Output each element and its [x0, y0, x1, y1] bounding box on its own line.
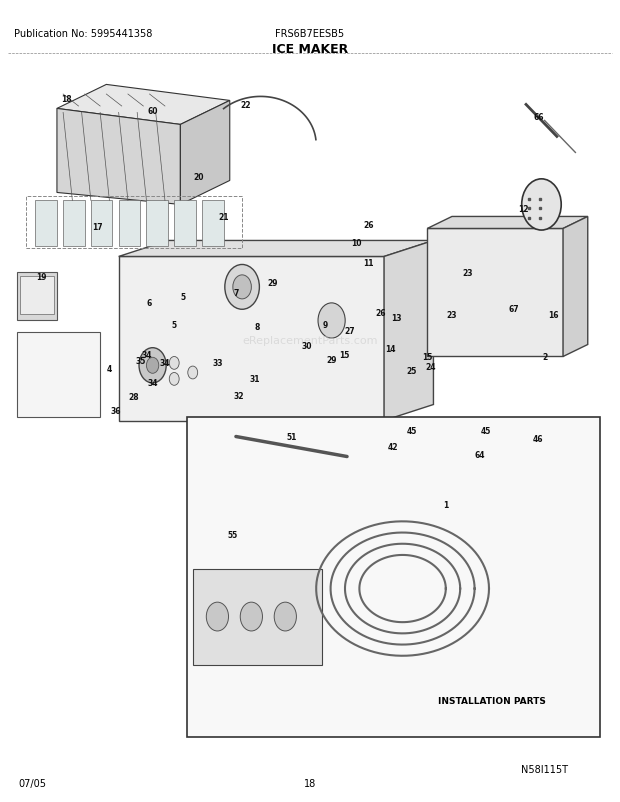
Text: 24: 24	[425, 363, 436, 371]
Text: 32: 32	[234, 391, 244, 401]
Text: 28: 28	[129, 392, 140, 402]
Circle shape	[169, 373, 179, 386]
Bar	[35, 200, 57, 247]
Text: 45: 45	[480, 426, 491, 435]
Polygon shape	[17, 273, 57, 321]
Circle shape	[274, 602, 296, 631]
Polygon shape	[180, 101, 230, 205]
Polygon shape	[20, 277, 54, 314]
Bar	[118, 200, 140, 247]
Text: 26: 26	[363, 221, 374, 229]
Text: 1: 1	[443, 500, 448, 509]
Text: 26: 26	[376, 309, 386, 318]
Text: Publication No: 5995441358: Publication No: 5995441358	[14, 30, 152, 39]
Text: 64: 64	[474, 451, 485, 460]
Text: N58I115T: N58I115T	[521, 764, 568, 774]
Text: 35: 35	[135, 357, 146, 366]
Text: 29: 29	[326, 356, 337, 365]
Text: 33: 33	[212, 358, 223, 367]
Text: 36: 36	[110, 406, 121, 415]
Text: 7: 7	[233, 289, 239, 298]
Text: 60: 60	[148, 107, 158, 116]
Text: 34: 34	[148, 379, 158, 388]
Text: 23: 23	[462, 269, 472, 277]
Text: 15: 15	[422, 353, 433, 362]
Text: 9: 9	[323, 321, 328, 330]
Text: 10: 10	[351, 238, 361, 247]
Polygon shape	[118, 257, 384, 421]
Polygon shape	[57, 85, 230, 125]
Bar	[202, 200, 224, 247]
Text: eReplacementParts.com: eReplacementParts.com	[242, 336, 378, 346]
Text: 13: 13	[391, 314, 402, 322]
Text: 42: 42	[388, 443, 399, 452]
Text: INSTALLATION PARTS: INSTALLATION PARTS	[438, 696, 546, 705]
Text: 27: 27	[345, 326, 355, 335]
Polygon shape	[563, 217, 588, 357]
Text: 20: 20	[193, 172, 204, 182]
Text: 11: 11	[363, 259, 374, 268]
Text: 51: 51	[286, 432, 297, 441]
Text: 18: 18	[61, 95, 71, 103]
Text: 66: 66	[533, 113, 544, 122]
Text: FRS6B7EESB5: FRS6B7EESB5	[275, 30, 345, 39]
Text: 31: 31	[249, 375, 260, 384]
Text: 25: 25	[407, 367, 417, 376]
Text: 46: 46	[533, 435, 544, 444]
Text: 6: 6	[147, 299, 152, 308]
Text: 15: 15	[339, 350, 349, 359]
Bar	[174, 200, 196, 247]
Circle shape	[139, 348, 166, 383]
Text: 55: 55	[228, 531, 238, 540]
Text: 45: 45	[407, 426, 417, 435]
Text: 21: 21	[218, 213, 229, 221]
Text: 07/05: 07/05	[18, 778, 46, 788]
Bar	[187, 417, 600, 737]
Text: 23: 23	[447, 311, 457, 320]
Polygon shape	[427, 217, 588, 229]
Circle shape	[233, 276, 251, 299]
Circle shape	[318, 303, 345, 338]
Circle shape	[188, 367, 198, 379]
Polygon shape	[57, 109, 180, 205]
Bar	[17, 333, 100, 417]
Text: 16: 16	[549, 310, 559, 319]
Text: 34: 34	[141, 350, 152, 359]
Polygon shape	[118, 241, 433, 257]
Text: 4: 4	[107, 365, 112, 374]
Text: ICE MAKER: ICE MAKER	[272, 43, 348, 56]
Circle shape	[169, 357, 179, 370]
Text: 8: 8	[255, 323, 260, 332]
Text: 2: 2	[542, 353, 547, 362]
Bar	[91, 200, 112, 247]
Text: 5: 5	[181, 293, 186, 302]
Text: 12: 12	[518, 205, 528, 213]
Bar	[63, 200, 85, 247]
Text: 67: 67	[508, 305, 519, 314]
Text: 5: 5	[172, 321, 177, 330]
Text: 19: 19	[36, 273, 46, 282]
Text: 14: 14	[385, 345, 396, 354]
Circle shape	[241, 602, 262, 631]
Bar	[146, 200, 168, 247]
Circle shape	[206, 602, 229, 631]
Polygon shape	[427, 229, 563, 357]
Text: 17: 17	[92, 223, 102, 232]
Text: 29: 29	[268, 278, 278, 287]
Circle shape	[146, 358, 159, 374]
Text: 30: 30	[302, 342, 312, 350]
Circle shape	[521, 180, 561, 231]
Text: 18: 18	[304, 778, 316, 788]
Text: 22: 22	[240, 101, 250, 110]
Polygon shape	[193, 569, 322, 665]
Polygon shape	[384, 241, 433, 421]
Bar	[26, 197, 242, 249]
Text: 34: 34	[160, 358, 171, 367]
Circle shape	[225, 265, 259, 310]
